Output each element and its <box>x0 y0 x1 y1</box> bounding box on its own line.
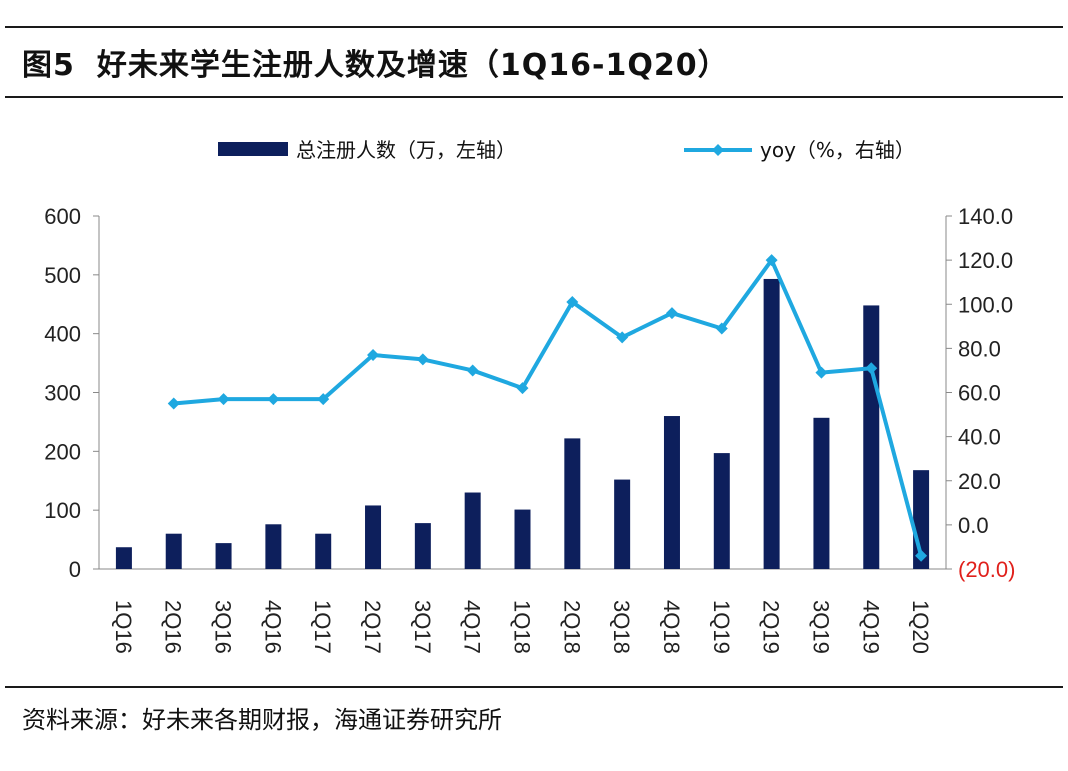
y-right-tick-label: 100.0 <box>958 292 1013 317</box>
y-right-tick-label: 60.0 <box>958 381 1001 406</box>
x-tick-label: 1Q19 <box>709 600 734 654</box>
y-right-tick-label: 80.0 <box>958 336 1001 361</box>
yoy-point-2Q19 <box>765 254 778 267</box>
x-tick-label: 2Q18 <box>559 600 584 654</box>
yoy-point-3Q17 <box>416 353 429 366</box>
yoy-point-2Q18 <box>566 296 579 309</box>
x-tick-label: 1Q18 <box>510 600 535 654</box>
title-rule <box>5 96 1063 98</box>
x-tick-label: 4Q17 <box>460 600 485 654</box>
legend-line-label: yoy（%，右轴） <box>760 138 915 162</box>
x-tick-label: 1Q16 <box>111 600 136 654</box>
axes: 0 100 200 300 400 500 600 (20.0) 0.0 20.0 40.0 60.0… <box>44 204 1015 582</box>
y-left-tick-label: 100 <box>44 498 81 523</box>
bottom-rule <box>5 686 1063 688</box>
yoy-point-3Q18 <box>616 331 629 344</box>
bar-4Q19 <box>863 305 880 569</box>
bar-3Q18 <box>614 479 631 569</box>
x-tick-label: 4Q16 <box>260 600 285 654</box>
bars <box>115 278 930 569</box>
yoy-point-1Q17 <box>317 393 330 406</box>
yoy-point-4Q19 <box>865 362 878 375</box>
yoy-point-2Q17 <box>367 348 380 361</box>
yoy-point-3Q19 <box>815 366 828 379</box>
y-left-tick-label: 400 <box>44 322 81 347</box>
y-left-tick-label: 500 <box>44 263 81 288</box>
x-tick-label: 2Q19 <box>759 600 784 654</box>
bar-1Q17 <box>315 533 332 569</box>
x-tick-label: 2Q17 <box>360 600 385 654</box>
bar-4Q16 <box>265 524 282 569</box>
x-tick-label: 3Q17 <box>410 600 435 654</box>
bar-2Q16 <box>165 533 182 569</box>
figure-number: 图5 <box>22 48 75 83</box>
yoy-point-3Q16 <box>217 393 230 406</box>
yoy-polyline <box>173 258 924 557</box>
yoy-point-1Q18 <box>516 382 529 395</box>
source-note: 资料来源：好未来各期财报，海通证券研究所 <box>22 706 502 734</box>
y-right-tick-label: 0.0 <box>958 513 989 538</box>
legend-line-marker <box>712 144 724 156</box>
yoy-point-4Q17 <box>466 364 479 377</box>
yoy-point-2Q16 <box>167 397 180 410</box>
bar-3Q19 <box>813 417 830 569</box>
figure-title: 图5 好未来学生注册人数及增速（1Q16-1Q20） <box>22 40 729 84</box>
y-right-tick-label: 40.0 <box>958 425 1001 450</box>
y-right-tick-label: 140.0 <box>958 204 1013 229</box>
bar-1Q16 <box>115 547 132 569</box>
yoy-point-4Q16 <box>267 393 280 406</box>
x-tick-label: 4Q19 <box>858 600 883 654</box>
bar-2Q17 <box>365 505 382 569</box>
y-right-tick-label: 120.0 <box>958 248 1013 273</box>
y-left-tick-label: 0 <box>69 557 81 582</box>
x-tick-label: 3Q18 <box>609 600 634 654</box>
figure-title-text: 好未来学生注册人数及增速（1Q16-1Q20） <box>96 48 729 83</box>
x-axis-labels: 1Q16 2Q16 3Q16 4Q16 1Q17 2Q17 3Q17 4Q17 1Q18 2Q18… <box>111 600 933 654</box>
legend: 总注册人数（万，左轴） yoy（%，右轴） <box>218 138 915 162</box>
y-right-tick-label: 20.0 <box>958 469 1001 494</box>
y-left-tick-label: 300 <box>44 381 81 406</box>
bar-3Q17 <box>414 523 431 569</box>
yoy-point-4Q18 <box>665 307 678 320</box>
y-left-tick-label: 200 <box>44 439 81 464</box>
legend-bar-label: 总注册人数（万，左轴） <box>296 138 516 162</box>
top-rule <box>5 26 1063 28</box>
y-right-tick-label: (20.0) <box>958 557 1015 582</box>
bar-1Q19 <box>713 453 730 569</box>
x-tick-label: 3Q19 <box>808 600 833 654</box>
bar-4Q17 <box>464 492 481 569</box>
yoy-line <box>167 254 928 562</box>
bar-1Q18 <box>514 509 531 569</box>
yoy-point-1Q20 <box>915 549 928 562</box>
legend-bar-swatch <box>218 142 288 156</box>
x-tick-label: 3Q16 <box>211 600 236 654</box>
x-tick-label: 4Q18 <box>659 600 684 654</box>
x-tick-label: 1Q20 <box>908 600 933 654</box>
y-left-tick-label: 600 <box>44 204 81 229</box>
yoy-point-1Q19 <box>715 322 728 335</box>
bar-2Q19 <box>763 278 780 569</box>
bar-2Q18 <box>564 438 581 569</box>
bar-3Q16 <box>215 543 232 569</box>
x-tick-label: 2Q16 <box>161 600 186 654</box>
bar-4Q18 <box>663 416 680 569</box>
x-tick-label: 1Q17 <box>310 600 335 654</box>
